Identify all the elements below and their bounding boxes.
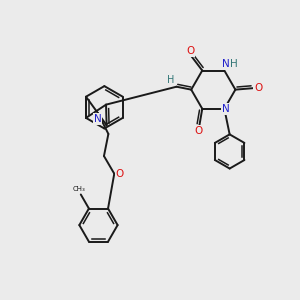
Text: N: N [222,104,230,114]
Text: H: H [230,59,238,69]
Text: O: O [254,82,262,93]
Text: N: N [222,59,230,69]
Text: O: O [195,126,203,136]
Text: N: N [94,114,101,124]
Text: O: O [116,169,124,179]
Text: O: O [186,46,194,56]
Text: H: H [167,75,174,85]
Text: CH₃: CH₃ [73,186,86,192]
